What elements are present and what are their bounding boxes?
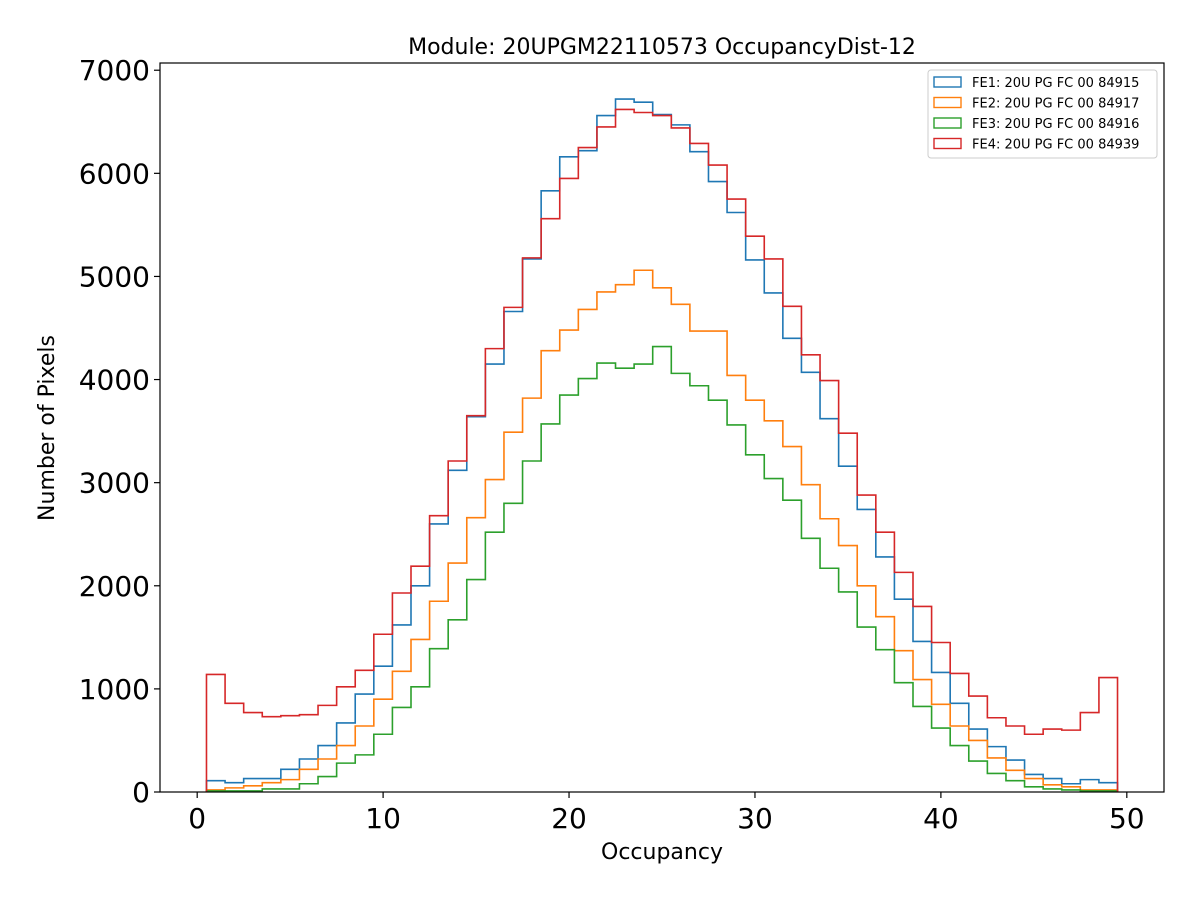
- y-tick-label: 2000: [79, 570, 150, 603]
- series-step-fe4: [205, 108, 1119, 792]
- legend-box: [927, 69, 1158, 159]
- series-step-fe3: [205, 345, 1119, 792]
- y-tick-label: 5000: [79, 260, 150, 293]
- legend-label: FE2: 20U PG FC 00 84917: [972, 97, 1139, 112]
- x-tick-label: 30: [737, 802, 773, 835]
- legend-swatch: [933, 137, 962, 150]
- x-tick-label: 0: [188, 802, 206, 835]
- y-axis-label: Number of Pixels: [35, 335, 60, 521]
- series-step-fe1: [205, 98, 1119, 792]
- x-tick-label: 10: [365, 802, 401, 835]
- series-step-fe2: [205, 269, 1119, 792]
- y-tick-label: 0: [132, 776, 150, 809]
- legend: FE1: 20U PG FC 00 84915 FE2: 20U PG FC 00…: [927, 69, 1158, 159]
- y-tick-label: 4000: [79, 364, 150, 397]
- x-axis: 0 10 20 30 40 50: [188, 792, 1145, 835]
- legend-label: FE4: 20U PG FC 00 84939: [972, 138, 1139, 153]
- legend-swatch: [933, 76, 962, 88]
- legend-label: FE3: 20U PG FC 00 84916: [972, 117, 1139, 132]
- y-tick-label: 7000: [79, 54, 150, 87]
- y-axis: 0 1000 2000 3000 4000 5000 6000 7000: [79, 54, 160, 809]
- x-tick-label: 50: [1109, 802, 1145, 835]
- legend-label: FE1: 20U PG FC 00 84915: [972, 76, 1139, 91]
- chart-title: Module: 20UPGM22110573 OccupancyDist-12: [408, 35, 916, 60]
- y-tick-label: 6000: [79, 157, 150, 190]
- x-tick-label: 20: [551, 802, 587, 835]
- y-tick-label: 3000: [79, 467, 150, 500]
- x-axis-label: Occupancy: [601, 840, 723, 865]
- legend-swatch: [933, 96, 962, 109]
- plot-frame: [159, 62, 1165, 793]
- legend-swatch: [933, 117, 962, 129]
- x-tick-label: 40: [923, 802, 959, 835]
- series-layer: [205, 98, 1119, 792]
- y-tick-label: 1000: [79, 673, 150, 706]
